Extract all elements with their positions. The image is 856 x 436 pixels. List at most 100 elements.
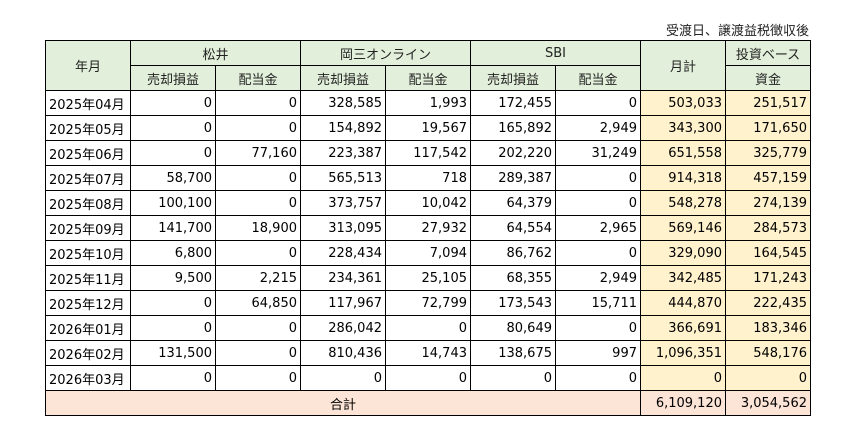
cell-monthly-total: 343,300 bbox=[640, 115, 726, 141]
cell-sbi-gain: 64,554 bbox=[470, 215, 556, 241]
cell-okasan-dividend: 14,743 bbox=[385, 340, 471, 366]
cell-okasan-gain: 810,436 bbox=[300, 340, 386, 366]
cell-matsui-gain: 100,100 bbox=[130, 190, 216, 216]
cell-sbi-dividend: 0 bbox=[555, 365, 641, 391]
cell-month: 2025年11月 bbox=[45, 265, 131, 291]
cell-matsui-dividend: 0 bbox=[215, 115, 301, 141]
cell-investment-base: 325,779 bbox=[725, 140, 811, 166]
header-okasan-dividend: 配当金 bbox=[385, 65, 471, 91]
cell-sbi-dividend: 0 bbox=[555, 315, 641, 341]
header-broker-okasan: 岡三オンライン bbox=[300, 40, 471, 66]
cell-okasan-gain: 117,967 bbox=[300, 290, 386, 316]
cell-matsui-dividend: 0 bbox=[215, 365, 301, 391]
cell-sbi-dividend: 0 bbox=[555, 190, 641, 216]
cell-okasan-dividend: 0 bbox=[385, 315, 471, 341]
cell-investment-base: 274,139 bbox=[725, 190, 811, 216]
cell-matsui-dividend: 0 bbox=[215, 315, 301, 341]
header-investment-base-1: 投資ベース bbox=[725, 40, 811, 66]
header-sbi-gain: 売却損益 bbox=[470, 65, 556, 91]
cell-monthly-total: 548,278 bbox=[640, 190, 726, 216]
cell-okasan-dividend: 27,932 bbox=[385, 215, 471, 241]
cell-month: 2025年10月 bbox=[45, 240, 131, 266]
cell-investment-base: 548,176 bbox=[725, 340, 811, 366]
cell-okasan-gain: 313,095 bbox=[300, 215, 386, 241]
table-row: 2025年09月 141,700 18,900 313,095 27,932 64,554… bbox=[45, 215, 811, 241]
total-investment-base: 3,054,562 bbox=[725, 390, 811, 416]
cell-investment-base: 171,243 bbox=[725, 265, 811, 291]
cell-investment-base: 0 bbox=[725, 365, 811, 391]
cell-month: 2025年08月 bbox=[45, 190, 131, 216]
cell-month: 2025年12月 bbox=[45, 290, 131, 316]
cell-matsui-gain: 0 bbox=[130, 315, 216, 341]
cell-matsui-gain: 0 bbox=[130, 140, 216, 166]
cell-month: 2025年07月 bbox=[45, 165, 131, 191]
cell-okasan-dividend: 718 bbox=[385, 165, 471, 191]
cell-monthly-total: 1,096,351 bbox=[640, 340, 726, 366]
cell-investment-base: 164,545 bbox=[725, 240, 811, 266]
cell-investment-base: 457,159 bbox=[725, 165, 811, 191]
header-investment-base-2: 資金 bbox=[725, 65, 811, 91]
cell-matsui-dividend: 64,850 bbox=[215, 290, 301, 316]
cell-monthly-total: 342,485 bbox=[640, 265, 726, 291]
cell-month: 2025年04月 bbox=[45, 90, 131, 116]
cell-matsui-gain: 6,800 bbox=[130, 240, 216, 266]
cell-monthly-total: 651,558 bbox=[640, 140, 726, 166]
cell-month: 2026年03月 bbox=[45, 365, 131, 391]
cell-month: 2025年09月 bbox=[45, 215, 131, 241]
cell-investment-base: 222,435 bbox=[725, 290, 811, 316]
cell-month: 2025年05月 bbox=[45, 115, 131, 141]
cell-matsui-gain: 0 bbox=[130, 90, 216, 116]
table-row: 2025年07月 58,700 0 565,513 718 289,387 0 914,318… bbox=[45, 165, 811, 191]
total-row: 合計 6,109,120 3,054,562 bbox=[45, 390, 811, 416]
cell-matsui-dividend: 0 bbox=[215, 90, 301, 116]
cell-matsui-dividend: 0 bbox=[215, 340, 301, 366]
cell-okasan-gain: 0 bbox=[300, 365, 386, 391]
table-row: 2025年08月 100,100 0 373,757 10,042 64,379 0 548,… bbox=[45, 190, 811, 216]
cell-sbi-gain: 68,355 bbox=[470, 265, 556, 291]
note-text: 受渡日、譲渡益税徴収後 bbox=[665, 24, 809, 39]
cell-matsui-gain: 0 bbox=[130, 115, 216, 141]
table-row: 2025年06月 0 77,160 223,387 117,542 202,220 31,2… bbox=[45, 140, 811, 166]
header-row-1: 年月 松井 岡三オンライン SBI 月計 投資ベース bbox=[45, 40, 811, 91]
cell-investment-base: 171,650 bbox=[725, 115, 811, 141]
cell-okasan-dividend: 19,567 bbox=[385, 115, 471, 141]
cell-monthly-total: 366,691 bbox=[640, 315, 726, 341]
cell-matsui-gain: 0 bbox=[130, 290, 216, 316]
table-row: 2025年05月 0 0 154,892 19,567 165,892 2,949 343,3… bbox=[45, 115, 811, 141]
cell-monthly-total: 444,870 bbox=[640, 290, 726, 316]
cell-sbi-gain: 80,649 bbox=[470, 315, 556, 341]
total-label: 合計 bbox=[45, 390, 641, 416]
cell-matsui-dividend: 2,215 bbox=[215, 265, 301, 291]
header-broker-matsui: 松井 bbox=[130, 40, 301, 66]
cell-sbi-gain: 0 bbox=[470, 365, 556, 391]
cell-sbi-dividend: 997 bbox=[555, 340, 641, 366]
cell-matsui-dividend: 18,900 bbox=[215, 215, 301, 241]
cell-sbi-dividend: 2,965 bbox=[555, 215, 641, 241]
cell-okasan-gain: 373,757 bbox=[300, 190, 386, 216]
header-matsui-gain: 売却損益 bbox=[130, 65, 216, 91]
cell-sbi-gain: 289,387 bbox=[470, 165, 556, 191]
cell-okasan-dividend: 25,105 bbox=[385, 265, 471, 291]
table-row: 2025年10月 6,800 0 228,434 7,094 86,762 0 329,090… bbox=[45, 240, 811, 266]
header-sbi-dividend: 配当金 bbox=[555, 65, 641, 91]
summary-table: 年月 松井 岡三オンライン SBI 月計 投資ベース 売却損益 配当金 売却損益… bbox=[45, 40, 811, 416]
header-broker-sbi: SBI bbox=[470, 40, 641, 66]
table-row: 2026年02月 131,500 0 810,436 14,743 138,675 997 1… bbox=[45, 340, 811, 366]
cell-sbi-gain: 165,892 bbox=[470, 115, 556, 141]
cell-okasan-gain: 328,585 bbox=[300, 90, 386, 116]
cell-matsui-dividend: 0 bbox=[215, 240, 301, 266]
cell-sbi-dividend: 31,249 bbox=[555, 140, 641, 166]
cell-sbi-gain: 64,379 bbox=[470, 190, 556, 216]
cell-month: 2025年06月 bbox=[45, 140, 131, 166]
cell-okasan-dividend: 72,799 bbox=[385, 290, 471, 316]
cell-okasan-gain: 223,387 bbox=[300, 140, 386, 166]
cell-okasan-gain: 286,042 bbox=[300, 315, 386, 341]
cell-investment-base: 284,573 bbox=[725, 215, 811, 241]
header-monthly-total: 月計 bbox=[640, 40, 726, 91]
cell-matsui-gain: 9,500 bbox=[130, 265, 216, 291]
cell-investment-base: 251,517 bbox=[725, 90, 811, 116]
cell-okasan-gain: 234,361 bbox=[300, 265, 386, 291]
cell-matsui-gain: 0 bbox=[130, 365, 216, 391]
cell-matsui-dividend: 0 bbox=[215, 165, 301, 191]
cell-sbi-dividend: 0 bbox=[555, 165, 641, 191]
